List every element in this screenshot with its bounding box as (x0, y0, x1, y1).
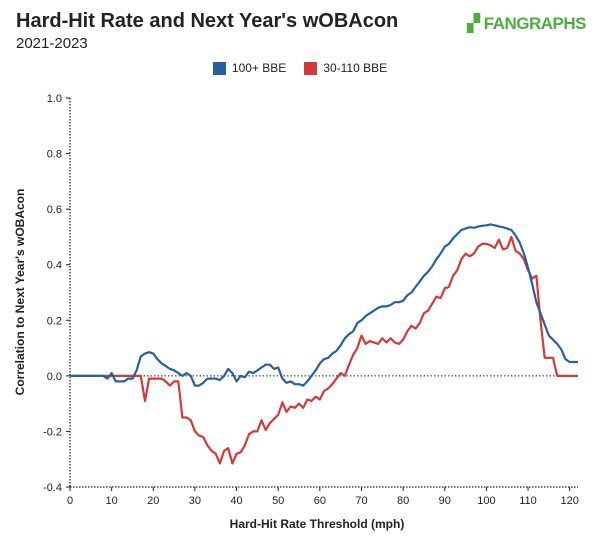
x-tick-label: 100 (477, 495, 495, 507)
y-tick-label: 0.0 (47, 371, 62, 383)
x-tick-label: 10 (106, 495, 118, 507)
y-tick-label: 0.2 (47, 315, 62, 327)
x-axis-label: Hard-Hit Rate Threshold (mph) (230, 517, 405, 531)
x-tick-label: 50 (272, 495, 284, 507)
y-axis-label: Correlation to Next Year's wOBAcon (13, 189, 27, 396)
legend: 100+ BBE 30-110 BBE (0, 61, 600, 75)
x-tick-label: 120 (560, 495, 578, 507)
x-tick-label: 70 (355, 495, 367, 507)
y-tick-label: 0.8 (47, 149, 62, 161)
series-line-100-plus-bbe (70, 223, 578, 387)
y-tick-label: 0.4 (47, 260, 62, 272)
legend-item-30-110-bbe: 30-110 BBE (304, 61, 387, 75)
y-tick-label: -0.2 (43, 426, 62, 438)
legend-item-100-bbe: 100+ BBE (212, 61, 287, 75)
x-tick-label: 60 (314, 495, 326, 507)
series-line-30-110-bbe (70, 235, 578, 465)
x-tick-label: 110 (519, 495, 537, 507)
x-tick-label: 20 (147, 495, 159, 507)
x-tick-label: 80 (397, 495, 409, 507)
x-tick-label: 30 (189, 495, 201, 507)
x-tick-label: 0 (67, 495, 73, 507)
legend-label: 100+ BBE (231, 61, 287, 75)
legend-label: 30-110 BBE (323, 61, 388, 75)
legend-swatch-red (304, 61, 318, 75)
fangraphs-logo: ▞ FANGRAPHS (466, 14, 587, 33)
chart-title: Hard-Hit Rate and Next Year's wOBAcon (16, 10, 399, 32)
x-tick-label: 40 (230, 495, 242, 507)
x-tick-label: 90 (439, 495, 451, 507)
legend-swatch-blue (212, 61, 226, 75)
chart-subtitle: 2021-2023 (16, 35, 88, 52)
y-tick-label: 1.0 (47, 93, 62, 105)
y-tick-label: 0.6 (47, 204, 62, 216)
y-tick-label: -0.4 (43, 482, 62, 494)
